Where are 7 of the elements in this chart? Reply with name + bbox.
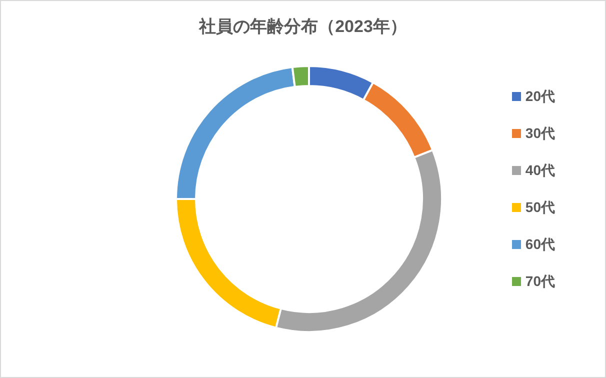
legend-label: 60代 (525, 236, 555, 252)
legend-label: 30代 (525, 125, 555, 141)
legend-label: 70代 (525, 273, 555, 289)
chart-title: 社員の年齢分布（2023年） (198, 16, 408, 38)
legend-label: 40代 (525, 162, 555, 178)
legend-label: 50代 (525, 199, 555, 215)
legend-label: 20代 (525, 88, 555, 104)
